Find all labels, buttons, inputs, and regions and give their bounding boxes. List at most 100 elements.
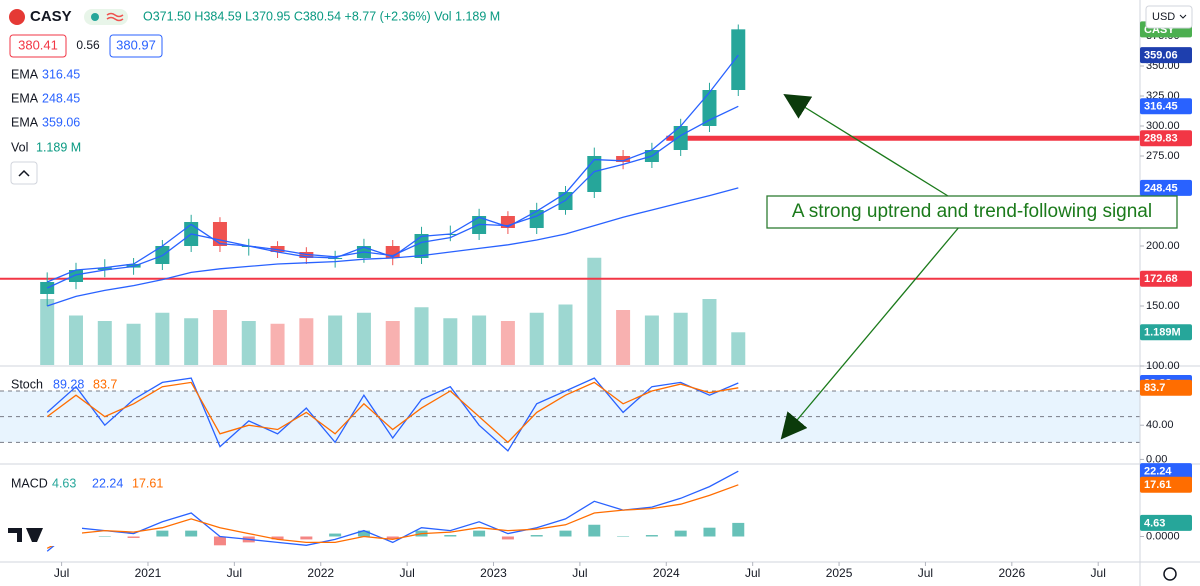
- histogram-bar: [501, 536, 514, 540]
- volume-bar: [270, 323, 285, 365]
- ask-box[interactable]: [109, 34, 163, 58]
- candle-body: [40, 282, 55, 294]
- x-tick-label: 2023: [480, 566, 507, 580]
- histogram-bar: [386, 536, 399, 540]
- x-tick-label: Jul: [745, 566, 760, 580]
- candle-body: [97, 267, 112, 270]
- histogram-bar: [357, 530, 370, 537]
- line-series: [46, 377, 739, 452]
- annotation-arrow: [780, 225, 961, 440]
- y-tick-label: 0.0000: [1146, 530, 1180, 542]
- histogram-bar: [185, 530, 198, 537]
- legend-value: 89.28: [53, 377, 84, 391]
- histogram-bar: [617, 536, 630, 537]
- price-badge-label: 22.24: [1144, 466, 1172, 478]
- price-badge: [1140, 98, 1192, 115]
- bid: 380.41: [18, 37, 58, 52]
- volume-bar: [529, 312, 544, 365]
- dropdown-icon: [1179, 14, 1187, 19]
- candle-body: [587, 156, 602, 192]
- volume-bar: [500, 321, 515, 365]
- price-badge-label: 17.61: [1144, 479, 1172, 491]
- histogram-bar: [530, 535, 543, 537]
- volume-bar: [328, 315, 343, 365]
- candle-body: [731, 29, 746, 91]
- y-tick-label: 300.00: [1146, 120, 1180, 132]
- legend-value: 359.06: [42, 115, 80, 129]
- candle-body: [414, 234, 429, 258]
- price-badge: [1140, 463, 1192, 480]
- legend-value: 1.189 M: [36, 140, 81, 154]
- y-tick-label: 0.00: [1146, 453, 1167, 465]
- currency: USD: [1152, 11, 1175, 23]
- settings-icon[interactable]: [1163, 567, 1177, 581]
- annotation-arrow: [783, 93, 949, 197]
- volume-bar: [126, 323, 141, 365]
- candle-body: [616, 156, 631, 162]
- volume-bar: [385, 321, 400, 365]
- x-tick-label: Jul: [54, 566, 69, 580]
- price-badge-label: 172.68: [1144, 273, 1178, 285]
- histogram-bar: [271, 536, 284, 540]
- volume-bar: [155, 312, 170, 365]
- x-tick-label: Jul: [399, 566, 414, 580]
- volume-bar: [299, 318, 314, 365]
- x-tick-label: Jul: [918, 566, 933, 580]
- price-badge-label: 248.45: [1144, 182, 1178, 194]
- price-badge-label: 316.45: [1144, 101, 1178, 113]
- y-tick-label: 150.00: [1146, 300, 1180, 312]
- symbol: CASY: [30, 8, 72, 25]
- x-tick-label: Jul: [1091, 566, 1106, 580]
- logo-box: [4, 524, 82, 546]
- x-tick-label: 2024: [653, 566, 680, 580]
- x-tick-label: Jul: [572, 566, 587, 580]
- volume-bar: [40, 299, 55, 365]
- annotation-box: [766, 195, 1178, 229]
- ohlc: O371.50 H384.59 L370.95 C380.54 +8.77 (+…: [143, 9, 500, 23]
- price-badge: [1140, 379, 1192, 396]
- legend-value: 83.7: [93, 377, 117, 391]
- histogram-bar: [732, 522, 745, 537]
- volume-bar: [587, 257, 602, 365]
- line-series: [46, 105, 739, 289]
- price-badge-label: 359.06: [1144, 50, 1178, 62]
- legend-value: 248.45: [42, 91, 80, 105]
- histogram-bar: [559, 530, 572, 537]
- candle-body: [673, 126, 688, 150]
- volume-bar: [68, 315, 83, 365]
- volume-bar: [616, 310, 631, 365]
- legend-value: 17.61: [132, 476, 163, 490]
- price-badge-label: 289.83: [1144, 133, 1178, 145]
- volume-bar: [702, 299, 717, 365]
- histogram-bar: [674, 530, 687, 537]
- legend-value: 316.45: [42, 67, 80, 81]
- y-tick-label: 200.00: [1146, 240, 1180, 252]
- legend-value: 4.63: [52, 476, 76, 490]
- volume-bar: [184, 318, 199, 365]
- histogram-bar: [444, 535, 457, 537]
- spread: 0.56: [76, 38, 100, 52]
- line-series: [46, 484, 739, 549]
- candle-body: [212, 222, 227, 246]
- ask: 380.97: [116, 37, 156, 52]
- volume-bar: [212, 310, 227, 365]
- collapse-button[interactable]: [10, 161, 38, 185]
- volume-bar: [673, 312, 688, 365]
- y-tick-label: 275.00: [1146, 150, 1180, 162]
- volume-bar: [558, 304, 573, 365]
- line-series: [46, 187, 739, 307]
- status-icon: [106, 12, 124, 22]
- price-badge: [1140, 476, 1192, 493]
- currency-select[interactable]: [1145, 5, 1193, 29]
- volume-bar: [472, 315, 487, 365]
- price-badge: [1140, 514, 1192, 531]
- price-badge: [1140, 324, 1192, 341]
- bid-box[interactable]: [9, 34, 67, 58]
- x-tick-label: 2021: [135, 566, 162, 580]
- volume-bar: [414, 307, 429, 365]
- x-tick-label: Jul: [227, 566, 242, 580]
- histogram-bar: [156, 530, 169, 537]
- legend-name: MACD: [11, 476, 48, 490]
